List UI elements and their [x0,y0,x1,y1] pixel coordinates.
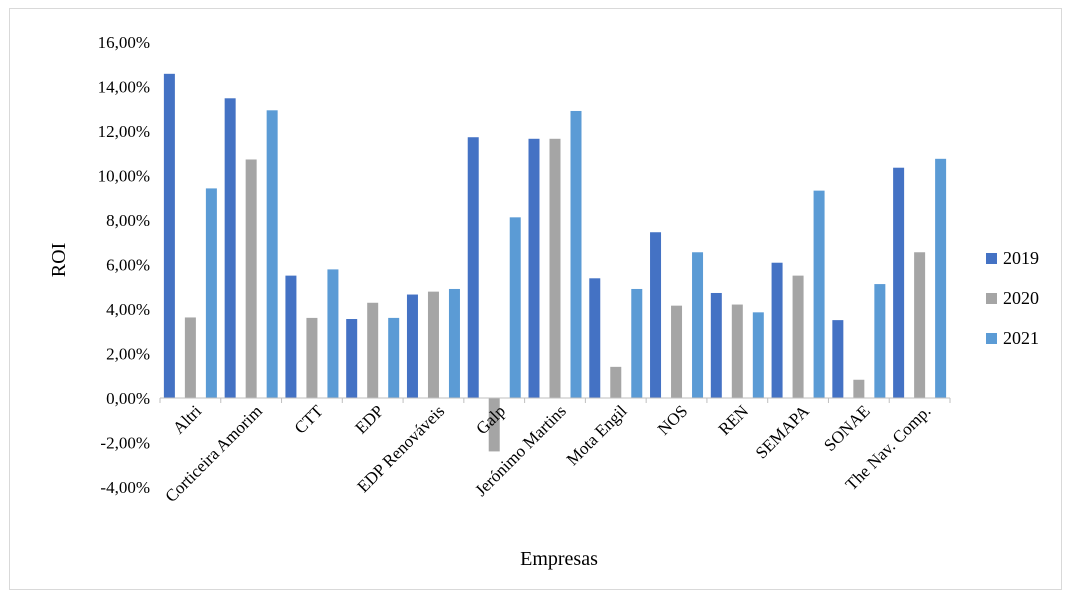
category-label: SEMAPA [752,401,814,463]
bar-2021 [935,158,947,398]
bar-2021 [874,284,886,398]
y-tick-label: 10,00% [98,167,150,186]
category-label: Mota Engil [563,401,631,469]
bar-2020 [671,305,683,398]
bar-2021 [752,312,764,398]
bar-2021 [205,188,217,398]
bar-2021 [448,288,460,398]
y-tick-label: 4,00% [106,300,150,319]
category-label: REN [715,401,752,438]
bar-2021 [388,317,400,398]
bar-2019 [893,167,905,398]
y-axis-ticks: -4,00% -2,00% 0,00% 2,00% 4,00% 6,00% 8,00% 10,… [98,33,150,497]
legend-swatch [986,333,997,344]
bar-2021 [692,252,704,398]
y-tick-label: 0,00% [106,389,150,408]
bar-2019 [528,138,540,398]
bar-2021 [509,217,521,398]
bar-2021 [813,190,825,398]
bar-2020 [914,252,926,398]
bar-2020 [427,291,439,398]
bars [159,73,951,452]
bar-2021 [266,110,278,399]
bar-2020 [610,366,622,398]
bar-2019 [589,278,601,398]
y-tick-label: -2,00% [100,434,150,453]
bar-2019 [406,294,418,398]
bar-2019 [224,98,236,398]
y-tick-label: -4,00% [100,478,150,497]
category-label: CTT [291,401,328,438]
category-label: Galp [472,401,509,438]
bar-2020 [488,398,500,452]
bar-2019 [346,319,358,398]
bar-2020 [184,317,196,398]
y-axis-title: ROI [48,243,70,277]
bar-2020 [549,138,561,398]
y-tick-label: 14,00% [98,78,150,97]
category-label: NOS [654,401,691,438]
x-axis-title: Empresas [520,548,598,570]
bar-2020 [853,379,865,398]
legend-label: 2020 [1003,288,1039,308]
y-tick-label: 12,00% [98,122,150,141]
bar-2020 [306,317,318,398]
category-label: Altri [169,401,205,437]
bar-2019 [163,73,175,398]
roi-bar-chart: -4,00% -2,00% 0,00% 2,00% 4,00% 6,00% 8,00% 10,… [48,33,1039,570]
bar-2020 [367,302,379,398]
bar-2019 [650,232,662,398]
bar-2019 [832,320,844,398]
legend: 2019 2020 2021 [986,248,1039,348]
legend-swatch [986,293,997,304]
y-tick-label: 2,00% [106,345,150,364]
bar-2019 [285,275,297,398]
bar-2019 [710,292,722,398]
y-tick-label: 8,00% [106,211,150,230]
legend-label: 2021 [1003,328,1039,348]
y-tick-label: 16,00% [98,33,150,52]
bar-2019 [771,262,783,398]
y-tick-label: 6,00% [106,256,150,275]
category-label: SONAE [820,401,874,455]
legend-swatch [986,253,997,264]
category-label: EDP [351,401,387,437]
bar-2021 [327,269,339,398]
bar-2021 [570,110,582,398]
bar-2020 [792,275,804,398]
bar-2020 [731,304,743,398]
legend-label: 2019 [1003,248,1039,268]
bar-2020 [245,159,257,398]
chart-frame: -4,00% -2,00% 0,00% 2,00% 4,00% 6,00% 8,00% 10,… [9,8,1062,590]
bar-2019 [467,137,479,399]
bar-2021 [631,288,643,398]
